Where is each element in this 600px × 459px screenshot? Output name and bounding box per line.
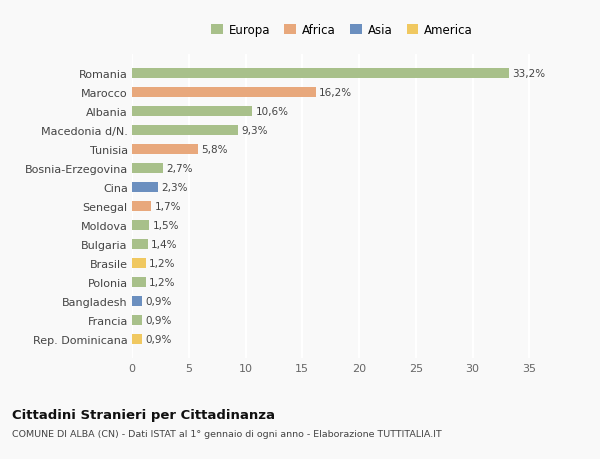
Bar	[132, 106, 253, 117]
Bar	[132, 69, 509, 79]
Bar	[132, 220, 149, 231]
Text: 33,2%: 33,2%	[512, 69, 545, 79]
Text: 0,9%: 0,9%	[146, 334, 172, 344]
Text: 10,6%: 10,6%	[256, 107, 289, 117]
Text: 1,5%: 1,5%	[152, 220, 179, 230]
Bar	[132, 202, 151, 212]
Text: 0,9%: 0,9%	[146, 315, 172, 325]
Text: 16,2%: 16,2%	[319, 88, 352, 98]
Bar	[132, 334, 142, 344]
Legend: Europa, Africa, Asia, America: Europa, Africa, Asia, America	[209, 22, 475, 39]
Text: 1,7%: 1,7%	[155, 202, 181, 212]
Bar	[132, 258, 146, 269]
Text: 1,2%: 1,2%	[149, 277, 176, 287]
Text: Cittadini Stranieri per Cittadinanza: Cittadini Stranieri per Cittadinanza	[12, 409, 275, 421]
Text: COMUNE DI ALBA (CN) - Dati ISTAT al 1° gennaio di ogni anno - Elaborazione TUTTI: COMUNE DI ALBA (CN) - Dati ISTAT al 1° g…	[12, 429, 442, 438]
Text: 2,7%: 2,7%	[166, 164, 193, 174]
Text: 0,9%: 0,9%	[146, 296, 172, 306]
Text: 5,8%: 5,8%	[201, 145, 228, 155]
Bar	[132, 315, 142, 325]
Bar	[132, 296, 142, 307]
Text: 2,3%: 2,3%	[161, 183, 188, 193]
Text: 9,3%: 9,3%	[241, 126, 268, 136]
Bar	[132, 182, 158, 193]
Text: 1,4%: 1,4%	[151, 240, 178, 249]
Bar	[132, 145, 198, 155]
Bar	[132, 163, 163, 174]
Text: 1,2%: 1,2%	[149, 258, 176, 269]
Bar	[132, 277, 146, 287]
Bar	[132, 88, 316, 98]
Bar	[132, 126, 238, 136]
Bar	[132, 239, 148, 250]
